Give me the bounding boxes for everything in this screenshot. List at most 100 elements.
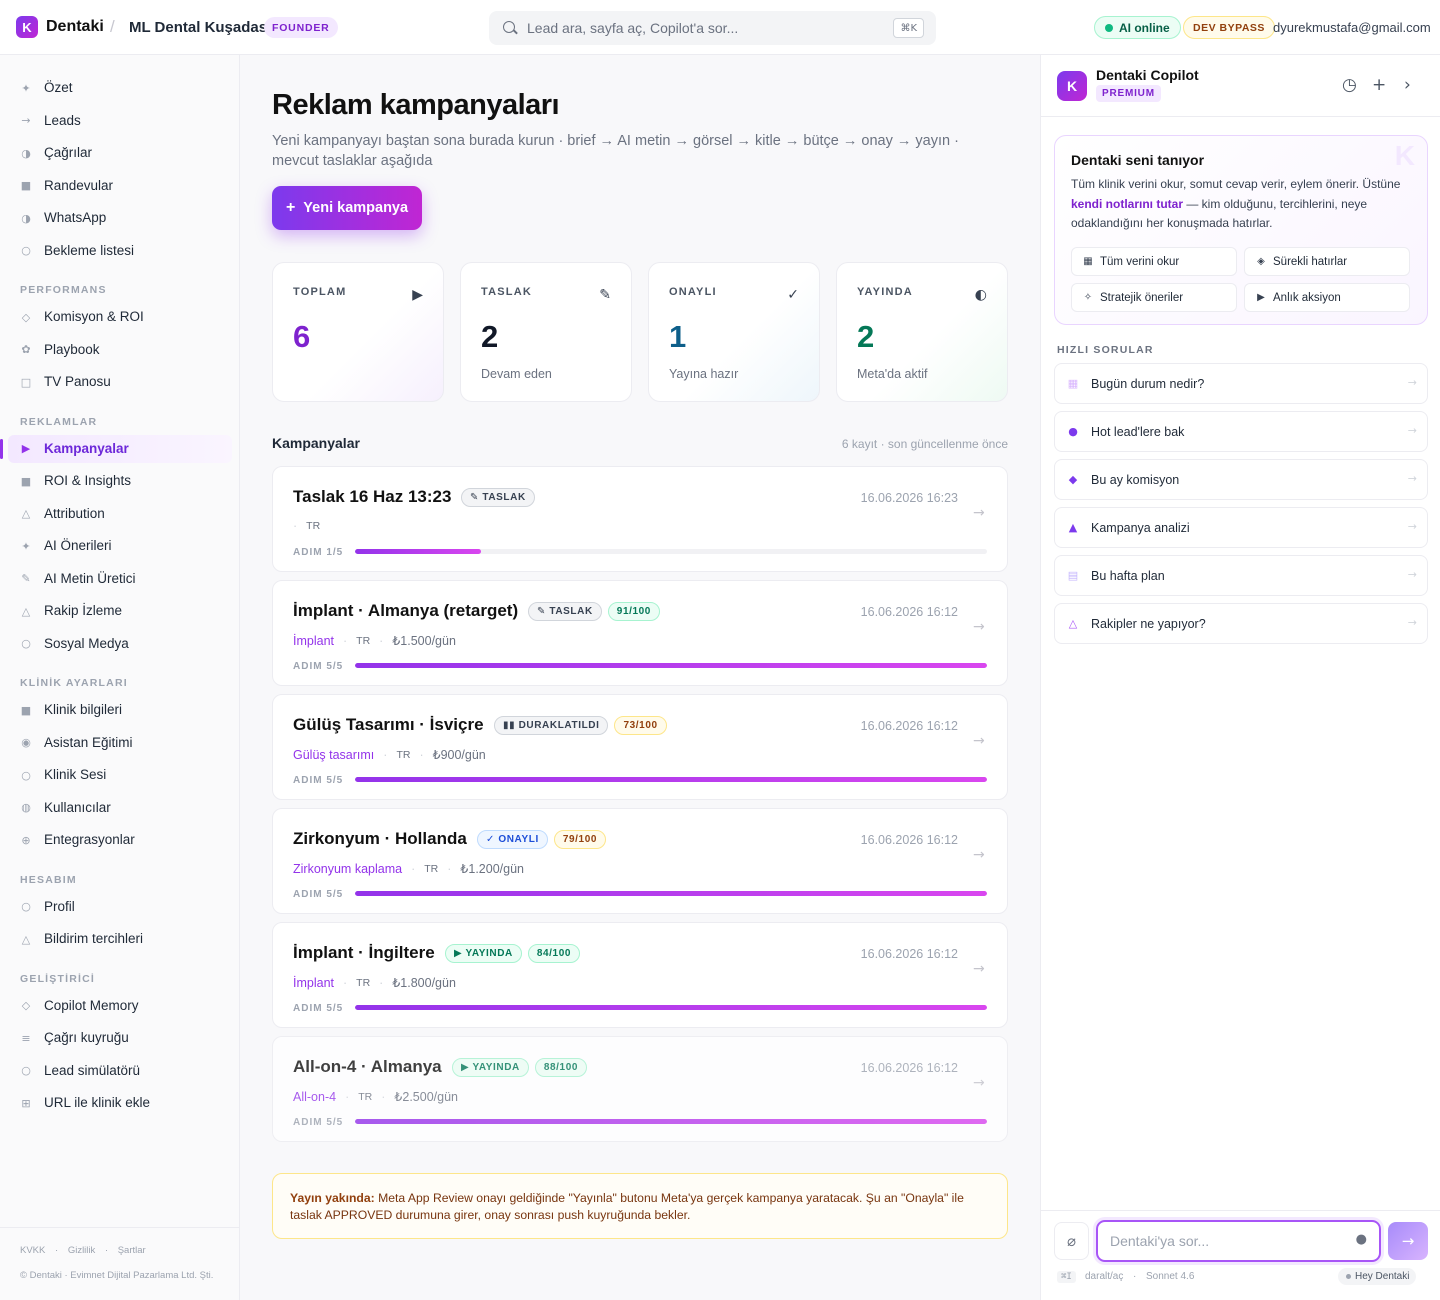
sidebar-item-attribution[interactable]: △ Attribution — [8, 500, 232, 528]
campaign-badges: ✓ ONAYLI 79/100 — [477, 830, 607, 849]
sidebar-item-özet[interactable]: ✦ Özet — [8, 74, 232, 102]
campaign-title: Zirkonyum · Hollanda — [293, 829, 467, 848]
campaign-card[interactable]: Zirkonyum · Hollanda ✓ ONAYLI 79/100 16.06.… — [272, 808, 1008, 914]
attach-button[interactable]: ⌀ — [1054, 1222, 1089, 1260]
copilot-intro-card: K Dentaki seni tanıyor Tüm klinik verini… — [1054, 135, 1428, 325]
sidebar-item-playbook[interactable]: ✿ Playbook — [8, 336, 232, 364]
stat-label: ONAYLI — [669, 286, 717, 298]
open-arrow-icon[interactable]: → — [973, 847, 985, 863]
sidebar-item-copilot-memory[interactable]: ◇ Copilot Memory — [8, 992, 232, 1020]
status-badge: ▶ YAYINDA — [445, 944, 522, 963]
campaign-title: All-on-4 · Almanya — [293, 1057, 442, 1076]
wake-word-badge[interactable]: Hey Dentaki — [1338, 1268, 1417, 1285]
quick-questions-title: HIZLI SORULAR — [1057, 344, 1154, 356]
terms-link[interactable]: Şartlar — [117, 1245, 146, 1256]
campaign-card[interactable]: Gülüş Tasarımı · İsviçre ▮▮ DURAKLATILDI 7… — [272, 694, 1008, 800]
user-menu[interactable]: dyurekmustafa@gmail.com — [1273, 20, 1431, 35]
sidebar-item-bekleme-listesi[interactable]: ○ Bekleme listesi — [8, 237, 232, 265]
model-name[interactable]: Sonnet 4.6 — [1146, 1271, 1195, 1282]
history-icon[interactable]: ◷ — [1342, 75, 1357, 95]
campaign-card[interactable]: Taslak 16 Haz 13:23 ✎ TASLAK 16.06.2026 16… — [272, 466, 1008, 572]
sidebar-item-ai-metin-üretici[interactable]: ✎ AI Metin Üretici — [8, 565, 232, 593]
campaign-language: TR — [356, 976, 371, 989]
quick-question[interactable]: ▤ Bu hafta plan → — [1054, 555, 1428, 596]
quick-question[interactable]: ▲ Kampanya analizi → — [1054, 507, 1428, 548]
sidebar-item-kampanyalar[interactable]: ▶ Kampanyalar — [0, 434, 232, 463]
breadcrumb-separator: / — [110, 17, 115, 36]
open-arrow-icon[interactable]: → — [973, 961, 985, 977]
quick-question[interactable]: ● Hot lead'lere bak → — [1054, 411, 1428, 452]
kvkk-link[interactable]: KVKK — [20, 1245, 46, 1256]
campaign-card[interactable]: All-on-4 · Almanya ▶ YAYINDA 88/100 16.06.2… — [272, 1036, 1008, 1142]
campaign-date: 16.06.2026 16:12 — [860, 833, 958, 847]
sidebar-item-klinik-sesi[interactable]: ○ Klinik Sesi — [8, 761, 232, 789]
privacy-link[interactable]: Gizlilik — [67, 1245, 96, 1256]
question-icon: ▦ — [1067, 376, 1079, 390]
sidebar-item-bildirim-tercihleri[interactable]: △ Bildirim tercihleri — [8, 925, 232, 953]
role-badge: FOUNDER — [264, 17, 338, 38]
campaign-card[interactable]: İmplant · Almanya (retarget) ✎ TASLAK 91/1… — [272, 580, 1008, 686]
sidebar-item-ai-önerileri[interactable]: ✦ AI Önerileri — [8, 532, 232, 560]
new-campaign-button[interactable]: + Yeni kampanya — [272, 186, 422, 230]
sidebar-item-tv-panosu[interactable]: □ TV Panosu — [8, 368, 232, 396]
campaign-step: ADIM 5/5 — [293, 775, 344, 786]
sidebar-item-label: Sosyal Medya — [44, 635, 129, 651]
open-arrow-icon[interactable]: → — [973, 1075, 985, 1091]
campaign-language: TR — [396, 748, 411, 761]
copilot-panel: K Dentaki Copilot PREMIUM ◷ + › K Dentak… — [1040, 55, 1440, 1300]
global-search[interactable]: ⌘K — [489, 11, 936, 45]
chat-composer[interactable]: ● — [1096, 1220, 1381, 1262]
campaign-badges: ▶ YAYINDA 88/100 — [452, 1058, 588, 1077]
sidebar-item-label: AI Önerileri — [44, 538, 112, 553]
sidebar-item-entegrasyonlar[interactable]: ⊕ Entegrasyonlar — [8, 826, 232, 854]
sidebar-item-profil[interactable]: ○ Profil — [8, 893, 232, 921]
sidebar-item-asistan-eğitimi[interactable]: ◉ Asistan Eğitimi — [8, 729, 232, 757]
sidebar-item-rakip-i-zleme[interactable]: △ Rakip İzleme — [8, 597, 232, 625]
list-icon: ≡ — [21, 1031, 31, 1045]
sidebar-item-label: Entegrasyonlar — [44, 832, 135, 847]
open-arrow-icon[interactable]: → — [973, 505, 985, 521]
capability-icon: ✧ — [1083, 292, 1093, 303]
stat-card-yayinda: YAYINDA ◐ 2 Meta'da aktif — [836, 262, 1008, 402]
campaign-card[interactable]: İmplant · İngiltere ▶ YAYINDA 84/100 16.06.… — [272, 922, 1008, 1028]
clinic-switcher[interactable]: ML Dental Kuşadası — [129, 19, 272, 36]
sidebar-item-çağrılar[interactable]: ◑ Çağrılar — [8, 139, 232, 167]
sidebar-item-sosyal-medya[interactable]: ○ Sosyal Medya — [8, 630, 232, 658]
copilot-logo: K — [1057, 71, 1087, 101]
campaign-step: ADIM 1/5 — [293, 547, 344, 558]
sidebar-item-whatsapp[interactable]: ◑ WhatsApp — [8, 204, 232, 232]
quick-question[interactable]: ▦ Bugün durum nedir? → — [1054, 363, 1428, 404]
sidebar-item-kullanıcılar[interactable]: ◍ Kullanıcılar — [8, 794, 232, 822]
progress-track — [355, 1119, 987, 1124]
sidebar-item-çağrı-kuyruğu[interactable]: ≡ Çağrı kuyruğu — [8, 1024, 232, 1052]
score-badge: 91/100 — [607, 602, 660, 621]
question-icon: ▲ — [1068, 520, 1078, 534]
plus-circle-icon: ⊕ — [21, 833, 31, 847]
sidebar-item-leads[interactable]: → Leads — [8, 107, 232, 135]
quick-question[interactable]: ◆ Bu ay komisyon → — [1054, 459, 1428, 500]
brand-name[interactable]: Dentaki — [46, 18, 104, 35]
sparkle-icon: ✦ — [21, 539, 31, 553]
campaign-list-title: Kampanyalar — [272, 435, 360, 451]
sidebar-item-klinik-bilgileri[interactable]: ■ Klinik bilgileri — [8, 696, 232, 724]
collapse-panel-icon[interactable]: › — [1404, 75, 1411, 95]
sidebar-item-randevular[interactable]: ■ Randevular — [8, 172, 232, 200]
sidebar-item-label: Copilot Memory — [44, 997, 139, 1013]
sidebar-item-komisyon-roi[interactable]: ◇ Komisyon & ROI — [8, 303, 232, 331]
quick-question[interactable]: △ Rakipler ne yapıyor? → — [1054, 603, 1428, 644]
sidebar-item-url-ile-klinik-ekle[interactable]: ⊞ URL ile klinik ekle — [8, 1089, 232, 1117]
dentaki-logo[interactable]: K — [16, 16, 38, 38]
chat-input[interactable] — [1110, 1232, 1340, 1250]
send-button[interactable]: → — [1388, 1222, 1428, 1260]
search-input[interactable] — [527, 18, 867, 38]
half-circle-icon: ◑ — [21, 146, 31, 160]
open-arrow-icon[interactable]: → — [973, 733, 985, 749]
campaign-badges: ✎ TASLAK 91/100 — [528, 602, 660, 621]
sidebar-item-roi-insights[interactable]: ■ ROI & Insights — [8, 467, 232, 495]
sidebar-item-lead-simülatörü[interactable]: ○ Lead simülatörü — [8, 1057, 232, 1085]
new-chat-icon[interactable]: + — [1372, 75, 1387, 95]
play-icon: ▶ — [21, 442, 31, 455]
open-arrow-icon[interactable]: → — [973, 619, 985, 635]
capability-icon: ▶ — [1257, 292, 1265, 303]
microphone-icon[interactable]: ● — [1355, 1232, 1367, 1247]
